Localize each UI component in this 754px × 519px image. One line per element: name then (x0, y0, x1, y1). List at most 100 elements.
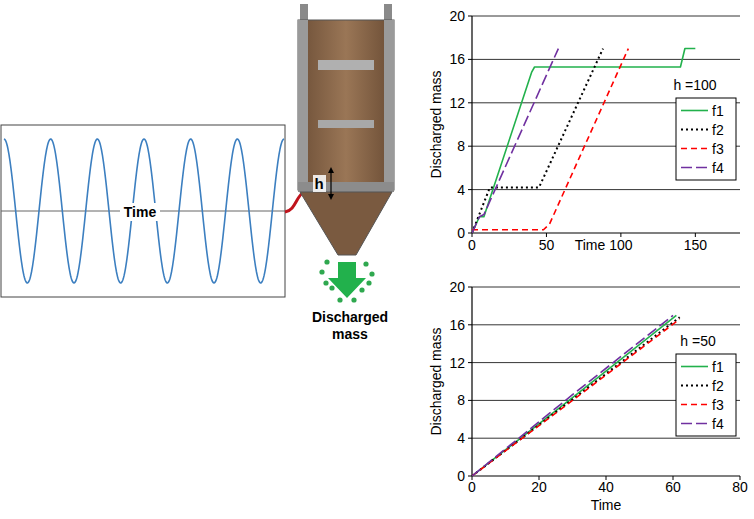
y-tick-label: 12 (449, 95, 465, 111)
series-group (472, 49, 695, 233)
x-axis-title: Time (591, 497, 622, 513)
legend-swatch (681, 148, 708, 150)
series-line (472, 49, 603, 233)
series-line (472, 49, 695, 233)
grain (359, 287, 364, 292)
legend: f1 f2 f3 f4 (676, 98, 736, 180)
x-tick-label: 0 (468, 237, 476, 253)
y-tick-label: 0 (457, 468, 465, 484)
x-tick-label: 0 (468, 479, 476, 495)
legend-swatch (681, 404, 708, 406)
output-label-line: Discharged (312, 309, 388, 325)
grain (319, 269, 324, 274)
legend-swatch (681, 129, 708, 131)
legend-label: f2 (712, 378, 724, 394)
annotation-bg (671, 76, 718, 94)
y-axis-title: Discharged mass (428, 70, 444, 178)
x-tick-label: 100 (609, 237, 633, 253)
legend-swatch (681, 423, 708, 425)
grid-line (472, 324, 740, 325)
frame (384, 20, 394, 190)
grid-line (472, 189, 740, 190)
grid-line (472, 16, 740, 17)
x-tick-label: 20 (531, 479, 547, 495)
legend-swatch (681, 366, 708, 368)
gap-label: h (314, 175, 323, 192)
legend-label: f1 (712, 103, 724, 119)
x-axis (472, 475, 740, 476)
x-tick-label: 40 (598, 479, 614, 495)
grain (369, 271, 374, 276)
grain (366, 280, 371, 285)
bracket (318, 60, 374, 70)
signal-frame (1, 125, 285, 297)
grid-line (472, 59, 740, 60)
x-tick-label: 60 (665, 479, 681, 495)
y-tick-label: 8 (457, 138, 465, 154)
output-label: Dischargedmass (312, 309, 388, 342)
h-arrow-head (328, 194, 334, 200)
y-tick-label: 8 (457, 392, 465, 408)
series-line (472, 317, 680, 476)
signal-label-bg (120, 203, 160, 221)
x-axis-title: Time (575, 237, 606, 253)
grain (351, 297, 356, 302)
annotation: h =100 (673, 77, 716, 93)
legend-label: f1 (712, 359, 724, 375)
legend-box (676, 354, 736, 436)
h-label-bg (313, 175, 326, 192)
legend-box (676, 98, 736, 180)
rim (298, 182, 394, 192)
grain (323, 280, 328, 285)
series-line (472, 315, 676, 476)
y-tick-label: 0 (457, 225, 465, 241)
y-tick-label: 20 (449, 8, 465, 24)
h-arrow-head (328, 167, 334, 173)
signal-label: Time (124, 204, 157, 220)
y-tick-label: 20 (449, 279, 465, 295)
annotation-bg (678, 332, 718, 350)
legend-label: f4 (712, 416, 724, 432)
legend-swatch (681, 167, 708, 169)
chart: 0 4 8 12 16 20 0 20 40 60 80 Time Discharged mass h =… (428, 279, 748, 513)
annotation: h =50 (680, 333, 716, 349)
hopper: h Dischargedmass (298, 4, 394, 342)
grid-line (472, 287, 740, 288)
legend-label: f3 (712, 141, 724, 157)
x-axis (472, 232, 740, 233)
grain (337, 297, 342, 302)
series-line (472, 315, 673, 476)
legend-label: f3 (712, 397, 724, 413)
y-tick-label: 4 (457, 182, 465, 198)
x-tick-label: 80 (732, 479, 748, 495)
y-tick-label: 12 (449, 355, 465, 371)
y-axis (471, 287, 472, 476)
legend-swatch (681, 385, 708, 387)
grid-line (472, 438, 740, 439)
series-line (472, 319, 680, 476)
grain (363, 261, 368, 266)
y-tick-label: 16 (449, 51, 465, 67)
signal-panel: Time (1, 125, 318, 297)
frame (298, 20, 308, 190)
flow-arrow (328, 262, 366, 298)
y-tick-label: 16 (449, 317, 465, 333)
y-axis-title: Discharged mass (428, 327, 444, 435)
output-label-line: mass (332, 326, 368, 342)
figure: Time h Dischargedmass 0 4 8 12 16 20 0 50 100 150 Tim… (0, 0, 754, 519)
signal-wave (4, 139, 284, 283)
series-group (472, 315, 680, 476)
legend-label: f4 (712, 160, 724, 176)
legend-swatch (681, 110, 708, 112)
bracket (318, 120, 374, 128)
y-tick-label: 4 (457, 430, 465, 446)
x-tick-label: 150 (684, 237, 708, 253)
x-tick-label: 50 (539, 237, 555, 253)
h-arrow (330, 170, 331, 197)
grain (324, 259, 329, 264)
grain (329, 285, 334, 290)
y-axis (471, 16, 472, 233)
hopper-cone (300, 192, 392, 255)
hopper-body (298, 20, 394, 190)
legend-label: f2 (712, 122, 724, 138)
